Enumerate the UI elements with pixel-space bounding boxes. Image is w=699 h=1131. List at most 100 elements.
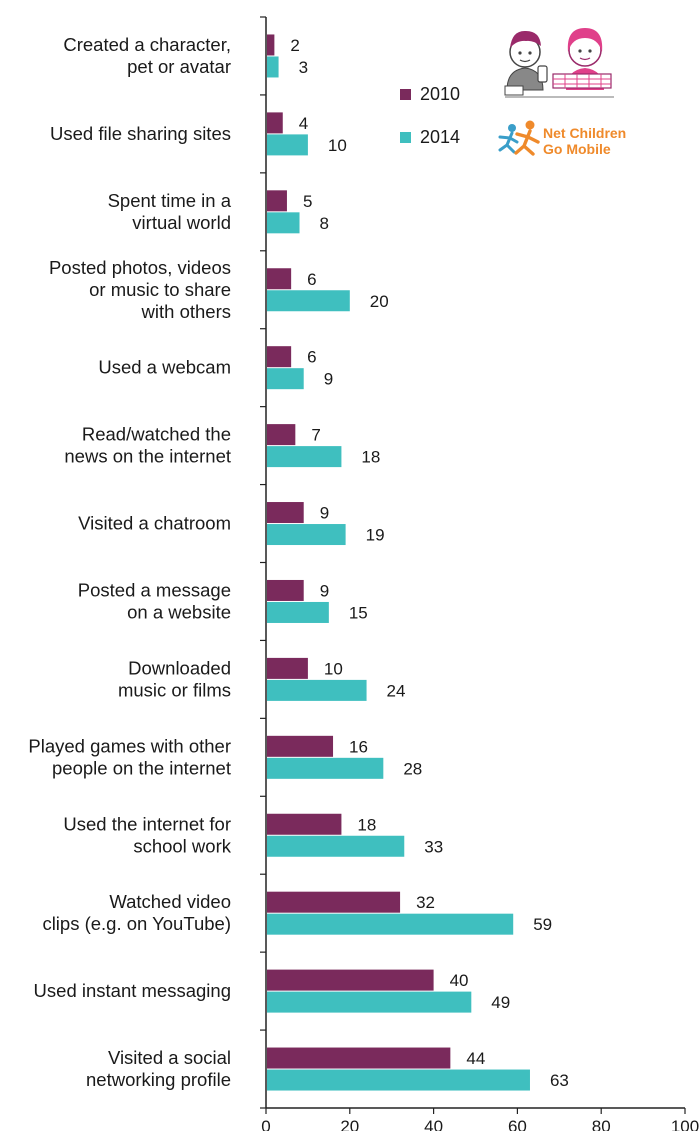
value-label-2014: 10	[328, 136, 347, 155]
legend-label-2014: 2014	[420, 127, 460, 147]
category-label-line: Used the internet for	[63, 813, 231, 834]
category-label: Read/watched the news on the internet	[64, 424, 231, 467]
bar-2010	[267, 1047, 451, 1069]
category-label: Downloaded music or films	[118, 657, 231, 700]
category-label-line: virtual world	[132, 212, 231, 233]
category-label-line: Visited a chatroom	[78, 513, 231, 534]
value-label-2010: 5	[303, 192, 312, 211]
net-children-go-mobile-logo: Net Children Go Mobile	[498, 120, 626, 157]
bar-2010	[267, 34, 275, 56]
category-label-line: Used a webcam	[98, 357, 231, 378]
value-label-2014: 15	[349, 603, 368, 622]
value-label-2014: 18	[361, 448, 380, 467]
value-labels: 2341058620697189199151024162818333259404…	[290, 36, 569, 1090]
category-label: Spent time in a virtual world	[108, 190, 232, 233]
category-labels: Created a character, pet or avatar Used fi…	[28, 34, 231, 1090]
category-label-line: Watched video	[109, 891, 231, 912]
value-label-2014: 28	[403, 759, 422, 778]
bar-2010	[267, 268, 292, 290]
legend-label-2010: 2010	[420, 84, 460, 104]
category-label-line: music or films	[118, 679, 231, 700]
category-label-line: pet or avatar	[127, 56, 231, 77]
category-label-line: news on the internet	[64, 446, 231, 467]
bar-2014	[267, 56, 279, 78]
x-tick-label: 0	[261, 1117, 270, 1131]
bar-2010	[267, 579, 304, 601]
value-label-2010: 40	[450, 971, 469, 990]
x-axis-ticks: 0 20 40 60 80 100	[261, 1108, 699, 1131]
bar-2010	[267, 502, 304, 524]
value-label-2010: 10	[324, 659, 343, 678]
bar-2014	[267, 913, 514, 935]
value-label-2014: 19	[366, 526, 385, 545]
value-label-2010: 7	[311, 426, 320, 445]
running-children-icon	[498, 120, 540, 156]
x-tick-label: 40	[424, 1117, 443, 1131]
category-label-line: Read/watched the	[82, 424, 231, 445]
value-label-2010: 2	[290, 36, 299, 55]
category-label-line: clips (e.g. on YouTube)	[42, 913, 231, 934]
category-label-line: or music to share	[89, 279, 231, 300]
x-tick-label: 100	[671, 1117, 699, 1131]
legend-swatch-2010	[400, 89, 411, 100]
bar-2010	[267, 424, 296, 446]
bar-2010	[267, 891, 401, 913]
bar-2010	[267, 969, 434, 991]
bar-2014	[267, 212, 300, 234]
category-label: Posted photos, videos or music to share wi…	[49, 257, 231, 322]
bar-2014	[267, 290, 350, 312]
category-label-line: Used file sharing sites	[50, 123, 231, 144]
category-label: Visited a social networking profile	[86, 1047, 231, 1090]
value-label-2010: 6	[307, 270, 316, 289]
category-label-line: Downloaded	[128, 657, 231, 678]
bar-2010	[267, 190, 287, 212]
bar-2014	[267, 524, 346, 546]
bar-2010	[267, 813, 342, 835]
category-label: Visited a chatroom	[78, 513, 231, 534]
value-label-2014: 24	[387, 681, 406, 700]
value-label-2014: 3	[299, 58, 308, 77]
logo-text-line1: Net Children	[543, 125, 626, 141]
category-label-line: networking profile	[86, 1069, 231, 1090]
bar-2014	[267, 446, 342, 468]
legend-swatch-2014	[400, 132, 411, 143]
value-label-2014: 33	[424, 837, 443, 856]
category-label-line: on a website	[127, 601, 231, 622]
x-tick-label: 20	[340, 1117, 359, 1131]
category-label-line: Posted photos, videos	[49, 257, 231, 278]
x-tick-label: 80	[592, 1117, 611, 1131]
value-label-2014: 8	[320, 214, 329, 233]
category-label-line: Posted a message	[78, 579, 231, 600]
bar-2014	[267, 679, 367, 701]
value-label-2014: 63	[550, 1071, 569, 1090]
category-label-line: Created a character,	[63, 34, 231, 55]
value-label-2014: 49	[491, 993, 510, 1012]
category-label-line: Visited a social	[108, 1047, 231, 1068]
x-tick-label: 60	[508, 1117, 527, 1131]
category-label: Posted a message on a website	[78, 579, 231, 622]
category-label: Created a character, pet or avatar	[63, 34, 231, 77]
bar-2014	[267, 368, 304, 390]
value-label-2010: 32	[416, 893, 435, 912]
category-label-line: with others	[141, 301, 231, 322]
value-label-2014: 59	[533, 915, 552, 934]
bar-2010	[267, 657, 308, 679]
category-label-line: people on the internet	[52, 757, 231, 778]
legend: 2010 2014	[400, 84, 460, 147]
value-label-2010: 44	[466, 1049, 485, 1068]
category-label: Used a webcam	[98, 357, 231, 378]
value-label-2010: 9	[320, 581, 329, 600]
value-label-2010: 18	[357, 815, 376, 834]
category-label-line: Used instant messaging	[34, 980, 231, 1001]
axis-layer	[260, 16, 685, 1109]
value-label-2010: 4	[299, 114, 308, 133]
bar-2014	[267, 757, 384, 779]
category-label: Watched video clips (e.g. on YouTube)	[42, 891, 231, 934]
value-label-2014: 20	[370, 292, 389, 311]
bar-2014	[267, 1069, 530, 1091]
category-label-line: Spent time in a	[108, 190, 232, 211]
bar-2014	[267, 835, 405, 857]
value-label-2010: 16	[349, 737, 368, 756]
bar-2014	[267, 601, 329, 623]
